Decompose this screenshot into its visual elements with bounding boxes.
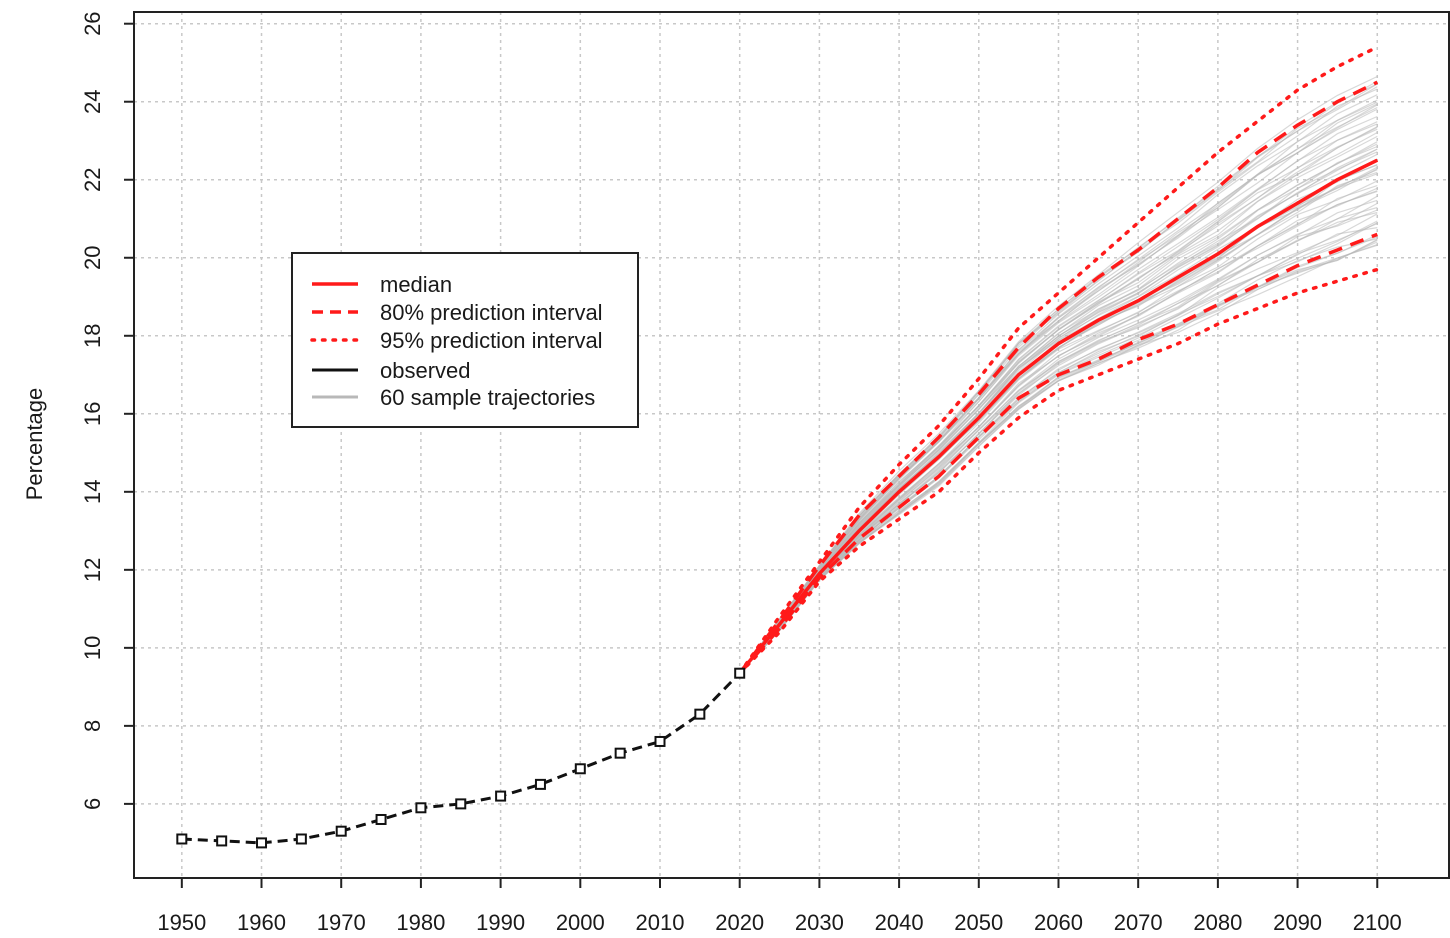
y-tick-label: 14 — [80, 480, 105, 504]
trajectory-line — [739, 213, 1378, 674]
series-lines — [176, 45, 1380, 849]
trajectory-line — [739, 211, 1378, 674]
y-tick-label: 18 — [80, 324, 105, 348]
x-tick-label: 2020 — [715, 910, 764, 935]
legend: median 80% prediction interval 95% predi… — [291, 252, 639, 428]
x-tick-label: 2000 — [556, 910, 605, 935]
y-tick-label: 26 — [80, 11, 105, 35]
pi95-upper-line — [737, 45, 1380, 675]
x-tick-label: 1960 — [237, 910, 286, 935]
x-tick-label: 2010 — [636, 910, 685, 935]
observed-point — [335, 825, 347, 837]
x-tick-label: 2060 — [1034, 910, 1083, 935]
observed-point — [216, 835, 228, 847]
pi80-lower-line — [738, 232, 1378, 675]
trajectory-line — [739, 83, 1378, 674]
observed-point — [176, 833, 188, 845]
x-tick-label: 1950 — [157, 910, 206, 935]
observed-point — [614, 747, 626, 759]
observed-point — [256, 837, 268, 849]
trajectory-line — [739, 123, 1378, 674]
x-tick-label: 2090 — [1273, 910, 1322, 935]
x-tick-label: 1970 — [317, 910, 366, 935]
x-tick-label: 1990 — [476, 910, 525, 935]
y-tick-label: 16 — [80, 402, 105, 426]
observed-point — [295, 833, 307, 845]
x-tick-label: 2100 — [1353, 910, 1402, 935]
observed-point — [495, 790, 507, 802]
y-tick-label: 10 — [80, 636, 105, 660]
observed-point — [694, 708, 706, 720]
observed-point — [734, 667, 746, 679]
grid-lines — [134, 12, 1449, 878]
x-tick-label: 2030 — [795, 910, 844, 935]
pi95-lower-line — [737, 267, 1380, 675]
observed-point — [455, 798, 467, 810]
trajectory-line — [739, 143, 1378, 674]
trajectory-line — [739, 103, 1378, 674]
legend-label-pi95: 95% prediction interval — [380, 328, 603, 353]
x-tick-label: 1980 — [396, 910, 445, 935]
legend-label-pi80: 80% prediction interval — [380, 300, 603, 325]
y-tick-label: 22 — [80, 167, 105, 191]
y-tick-label: 8 — [80, 720, 105, 732]
observed-point — [574, 763, 586, 775]
plot-frame — [133, 11, 1450, 879]
y-tick-label: 6 — [80, 798, 105, 810]
x-tick-label: 2070 — [1114, 910, 1163, 935]
observed-point — [534, 778, 546, 790]
y-axis-label: Percentage — [22, 388, 47, 501]
median-line — [738, 158, 1379, 675]
x-tick-label: 2050 — [954, 910, 1003, 935]
x-tick-label: 2040 — [875, 910, 924, 935]
legend-label-observed: observed — [380, 358, 471, 383]
trajectory-line — [739, 115, 1378, 674]
trajectory-line — [739, 135, 1378, 674]
y-tick-label: 20 — [80, 246, 105, 270]
legend-label-median: median — [380, 272, 452, 297]
pi80-upper-line — [738, 80, 1379, 675]
observed-point — [415, 802, 427, 814]
y-tick-label: 24 — [80, 89, 105, 113]
observed-line — [181, 672, 741, 845]
axes: 1950 1960 1970 1980 1990 2000 2010 2020 2030 2040… — [80, 11, 1402, 935]
y-tick-label: 12 — [80, 558, 105, 582]
x-tick-label: 2080 — [1193, 910, 1242, 935]
observed-point — [375, 813, 387, 825]
legend-label-trajectories: 60 sample trajectories — [380, 385, 595, 410]
observed-point — [654, 735, 666, 747]
